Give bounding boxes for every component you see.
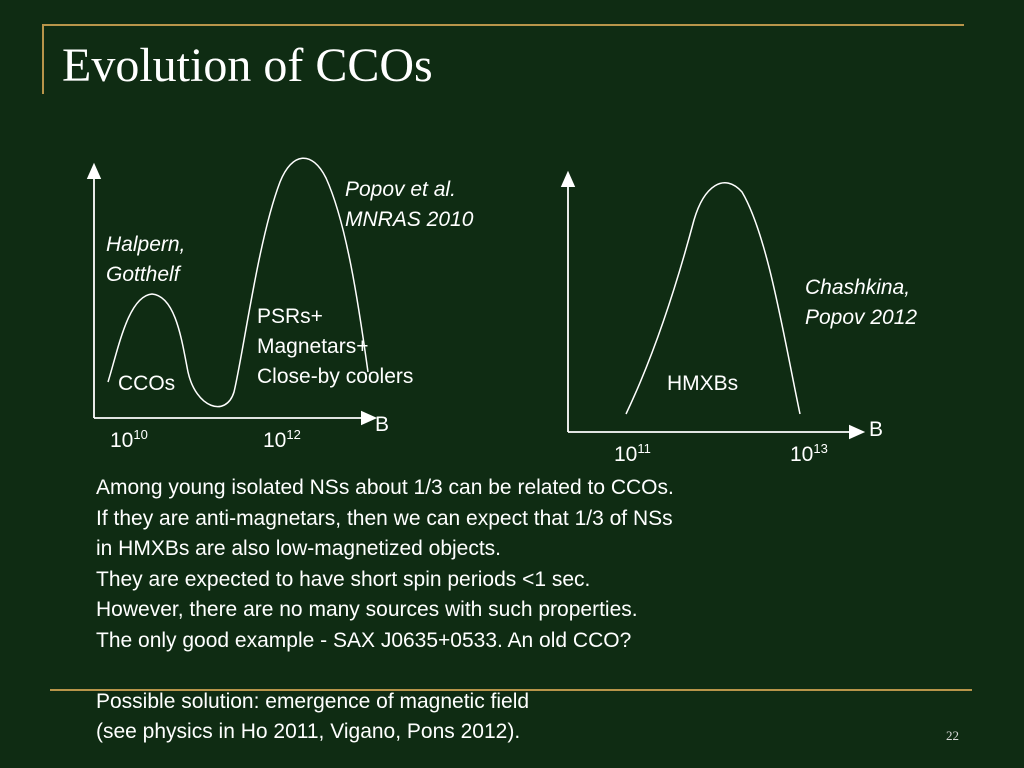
left-rule	[42, 24, 44, 94]
peak-label-line: Magnetars+	[257, 335, 369, 358]
left-reference-1: Halpern, Gotthelf	[106, 230, 185, 290]
peak-label-line: Close-by coolers	[257, 365, 414, 388]
body-line: Possible solution: emergence of magnetic…	[96, 689, 530, 713]
top-rule	[42, 24, 964, 26]
right-tick-2: 1013	[790, 440, 828, 470]
tick-base: 10	[614, 443, 638, 466]
left-tick-2: 1012	[263, 426, 301, 456]
bottom-rule	[50, 689, 972, 691]
right-x-axis-label: B	[869, 418, 884, 441]
tick-base: 10	[263, 429, 287, 452]
body-line: (see physics in Ho 2011, Vigano, Pons 20…	[96, 720, 521, 743]
tick-exponent: 13	[813, 441, 828, 456]
left-x-axis-label: B	[375, 413, 390, 436]
right-tick-1: 1011	[614, 440, 651, 470]
psrs-peak-label: PSRs+ Magnetars+ Close-by coolers	[257, 302, 413, 392]
body-line: They are expected to have short spin per…	[96, 567, 591, 591]
slide-title: Evolution of CCOs	[62, 39, 433, 92]
body-line	[96, 656, 674, 687]
tick-exponent: 10	[133, 427, 148, 442]
body-line: If they are anti-magnetars, then we can …	[96, 506, 673, 530]
ref-line: Chashkina,	[805, 276, 911, 299]
ref-line: Halpern,	[106, 233, 186, 256]
body-line: in HMXBs are also low-magnetized objects…	[96, 537, 502, 560]
right-chart	[560, 170, 866, 440]
right-reference: Chashkina, Popov 2012	[805, 273, 917, 333]
ref-line: Popov et al.	[345, 178, 456, 201]
ref-line: MNRAS 2010	[345, 208, 474, 231]
hmxbs-peak-label: HMXBs	[667, 372, 739, 395]
page-number: 22	[946, 728, 959, 743]
left-distribution-curve	[107, 157, 369, 408]
tick-exponent: 11	[637, 441, 651, 456]
right-distribution-curve	[625, 182, 801, 415]
left-tick-1: 1010	[110, 426, 148, 456]
left-chart	[86, 157, 378, 426]
tick-base: 10	[790, 443, 814, 466]
ref-line: Gotthelf	[106, 263, 180, 286]
body-line: The only good example - SAX J0635+0533. …	[96, 628, 632, 652]
ref-line: Popov 2012	[805, 306, 918, 329]
body-line: Among young isolated NSs about 1/3 can b…	[96, 476, 674, 499]
peak-label-line: PSRs+	[257, 305, 323, 328]
left-reference-2: Popov et al. MNRAS 2010	[345, 175, 473, 235]
body-line: However, there are no many sources with …	[96, 598, 638, 621]
tick-exponent: 12	[286, 427, 301, 442]
ccos-peak-label: CCOs	[118, 372, 176, 395]
tick-base: 10	[110, 429, 134, 452]
slide-body-text: Among young isolated NSs about 1/3 can b…	[96, 473, 674, 748]
